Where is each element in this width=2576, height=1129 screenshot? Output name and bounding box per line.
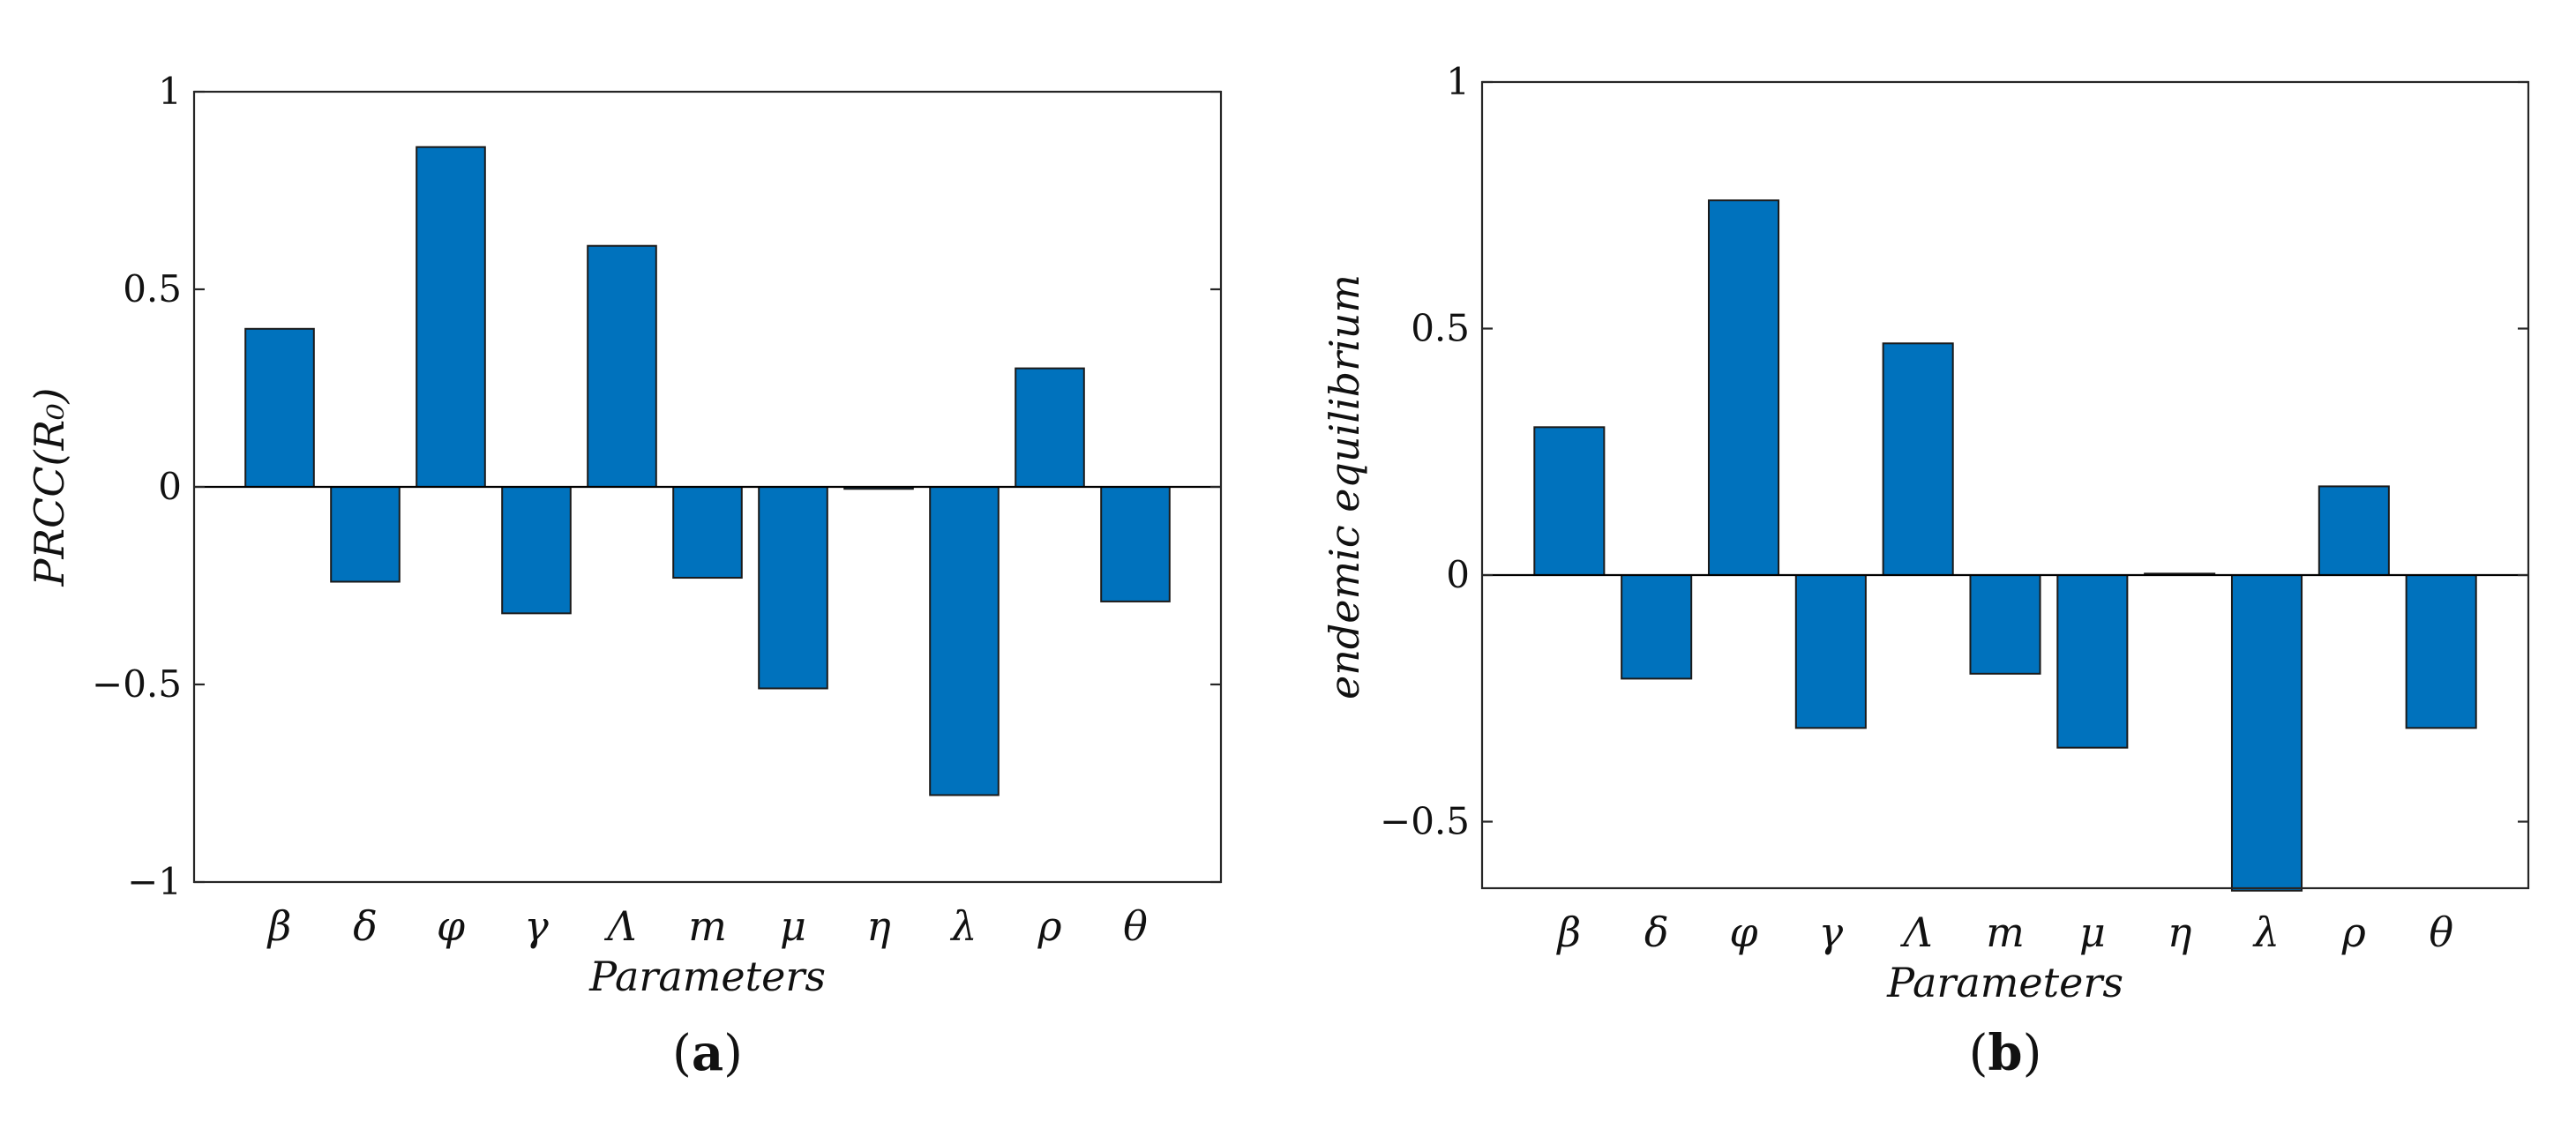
x-tick-label: γ bbox=[524, 902, 549, 950]
bar bbox=[416, 146, 486, 488]
bar bbox=[330, 486, 401, 583]
panel-label-letter: a bbox=[692, 1024, 723, 1082]
y-tick-label: 1 bbox=[158, 70, 182, 113]
bar bbox=[672, 486, 743, 579]
y-axis-title: PRCC(R₀) bbox=[26, 388, 73, 587]
x-tick-label: γ bbox=[1819, 908, 1844, 956]
bar bbox=[2318, 485, 2390, 577]
x-tick-label: η bbox=[866, 902, 891, 950]
y-tick-label: 0 bbox=[1446, 553, 1470, 596]
x-tick-label: φ bbox=[437, 902, 466, 950]
panel-label-open: ( bbox=[1969, 1025, 1988, 1082]
y-tick-label: 1 bbox=[1446, 60, 1470, 103]
x-tick-label: ρ bbox=[1037, 902, 1061, 950]
bar bbox=[1882, 342, 1954, 577]
bar bbox=[2230, 574, 2303, 892]
x-axis-title: Parameters bbox=[588, 953, 826, 1000]
x-tick-label: β bbox=[1556, 908, 1582, 956]
panel-label-close: ) bbox=[723, 1025, 743, 1082]
x-tick-label: Λ bbox=[603, 902, 636, 950]
bar bbox=[1707, 199, 1780, 577]
y-axis-title: endemic equilibrium bbox=[1321, 274, 1368, 699]
panel-label-letter: b bbox=[1988, 1024, 2022, 1082]
bar bbox=[1794, 574, 1867, 729]
panel-label: (a) bbox=[672, 1024, 743, 1082]
x-axis-title: Parameters bbox=[1886, 959, 2123, 1006]
x-tick-label: ρ bbox=[2341, 908, 2366, 956]
y-tick-label: 0.5 bbox=[123, 267, 182, 310]
y-tick-label: 0 bbox=[158, 465, 182, 508]
bar bbox=[2405, 574, 2477, 729]
bar bbox=[1015, 367, 1085, 488]
bar bbox=[244, 327, 315, 488]
bar bbox=[1969, 574, 2041, 675]
panel-label: (b) bbox=[1969, 1024, 2042, 1082]
bar bbox=[1621, 574, 1693, 680]
x-tick-label: θ bbox=[1123, 902, 1148, 950]
x-tick-label: φ bbox=[1729, 908, 1758, 956]
y-tick-label: −0.5 bbox=[92, 662, 182, 706]
x-tick-label: δ bbox=[353, 902, 378, 950]
x-tick-label: Λ bbox=[1900, 908, 1933, 956]
x-tick-label: θ bbox=[2429, 908, 2453, 956]
x-tick-label: η bbox=[2168, 908, 2192, 956]
panel-label-close: ) bbox=[2023, 1025, 2042, 1082]
y-tick-label: −1 bbox=[127, 860, 182, 903]
bar bbox=[1533, 426, 1606, 577]
y-tick-label: −0.5 bbox=[1380, 800, 1470, 843]
bar bbox=[929, 486, 1000, 796]
bar bbox=[501, 486, 572, 615]
bar bbox=[758, 486, 828, 690]
x-tick-label: μ bbox=[780, 902, 806, 950]
x-tick-label: m bbox=[688, 902, 727, 950]
bar bbox=[1100, 486, 1171, 602]
x-tick-label: μ bbox=[2079, 908, 2106, 956]
axes-frame bbox=[1480, 80, 2530, 890]
y-tick-label: 0.5 bbox=[1411, 307, 1470, 350]
bar bbox=[2056, 574, 2129, 749]
x-tick-label: m bbox=[1986, 908, 2025, 956]
bar bbox=[587, 244, 657, 488]
panel-label-open: ( bbox=[672, 1025, 692, 1082]
x-tick-label: β bbox=[266, 902, 292, 950]
x-tick-label: λ bbox=[2252, 908, 2280, 956]
x-tick-label: λ bbox=[949, 902, 977, 950]
x-tick-label: δ bbox=[1644, 908, 1669, 956]
